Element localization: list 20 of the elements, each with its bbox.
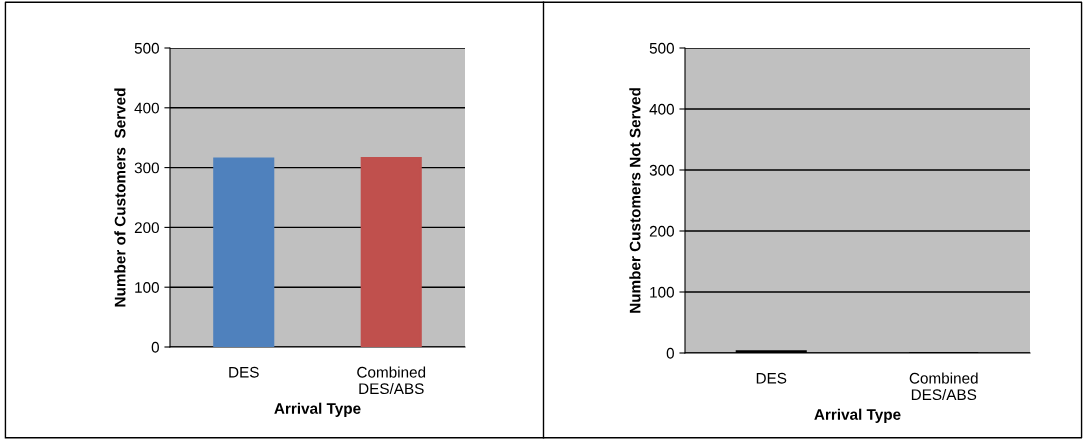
y-tick-label: 200 (649, 225, 674, 237)
y-tick-label: 200 (134, 222, 159, 234)
y-tick-label: 400 (649, 103, 674, 115)
y-tick-label: 300 (649, 164, 674, 176)
y-tick-label: 100 (135, 282, 159, 293)
x-tick-label: Combined DES/ABS (909, 372, 978, 401)
y-axis-title: Number Customers Not Served (629, 88, 641, 313)
x-tick-label: Combined DES/ABS (357, 366, 426, 395)
x-axis-title: Arrival Type (814, 408, 901, 423)
y-tick-label: 400 (134, 102, 159, 114)
y-tick-label: 300 (134, 162, 159, 174)
y-axis-title: Number of Customers Served (114, 88, 126, 307)
y-tick-label: 100 (650, 286, 674, 298)
y-tick-label: 0 (666, 347, 674, 359)
x-tick-label: DES (229, 366, 259, 378)
y-tick-label: 500 (134, 42, 159, 54)
y-tick-label: 0 (151, 341, 159, 353)
x-tick-label: DES (756, 372, 787, 384)
y-tick-label: 500 (649, 42, 674, 54)
x-axis-title: Arrival Type (274, 402, 361, 417)
